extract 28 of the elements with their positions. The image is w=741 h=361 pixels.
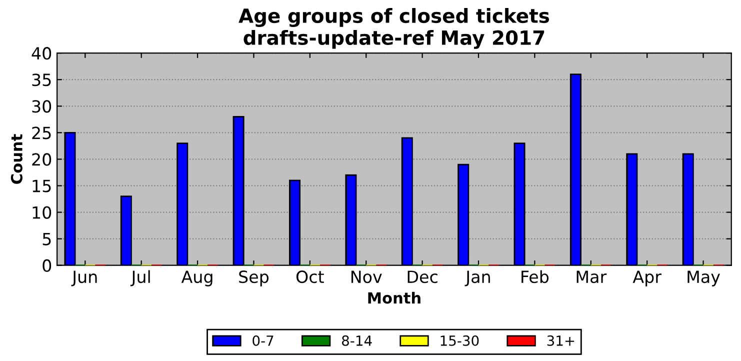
y-tick-label: 10 bbox=[32, 206, 52, 219]
legend-label: 0-7 bbox=[252, 335, 274, 346]
legend-label: 31+ bbox=[547, 335, 574, 346]
x-tick-label: Feb bbox=[522, 270, 549, 284]
y-tick-label: 40 bbox=[32, 47, 52, 60]
x-tick-label: Jun bbox=[71, 270, 97, 286]
x-tick-label: May bbox=[688, 270, 720, 286]
y-tick-label: 25 bbox=[32, 126, 51, 140]
y-tick-label: 15 bbox=[32, 180, 51, 192]
legend-label: 15-30 bbox=[440, 335, 479, 346]
y-tick-label: 0 bbox=[42, 259, 52, 272]
y-tick-label: 20 bbox=[32, 153, 52, 166]
chart-title: Age groups of closed tickets drafts-update-ref May 2017 bbox=[238, 8, 550, 49]
x-tick-label: Aug bbox=[181, 270, 212, 286]
x-tick-label: Jul bbox=[130, 270, 150, 286]
y-tick-label: 30 bbox=[32, 100, 52, 113]
x-tick-label: Apr bbox=[632, 270, 662, 286]
x-tick-label: Sep bbox=[239, 270, 269, 286]
x-tick-label: Mar bbox=[576, 270, 607, 284]
y-tick-label: 5 bbox=[42, 232, 51, 246]
legend-label: 8-14 bbox=[342, 335, 372, 346]
x-axis-title: Month bbox=[368, 292, 420, 304]
x-tick-label: Oct bbox=[296, 270, 324, 284]
y-tick-label: 35 bbox=[32, 74, 51, 86]
x-tick-label: Nov bbox=[351, 270, 382, 284]
x-tick-label: Jan bbox=[464, 270, 490, 286]
y-axis-title: Count bbox=[10, 134, 22, 184]
x-tick-label: Dec bbox=[408, 270, 438, 284]
